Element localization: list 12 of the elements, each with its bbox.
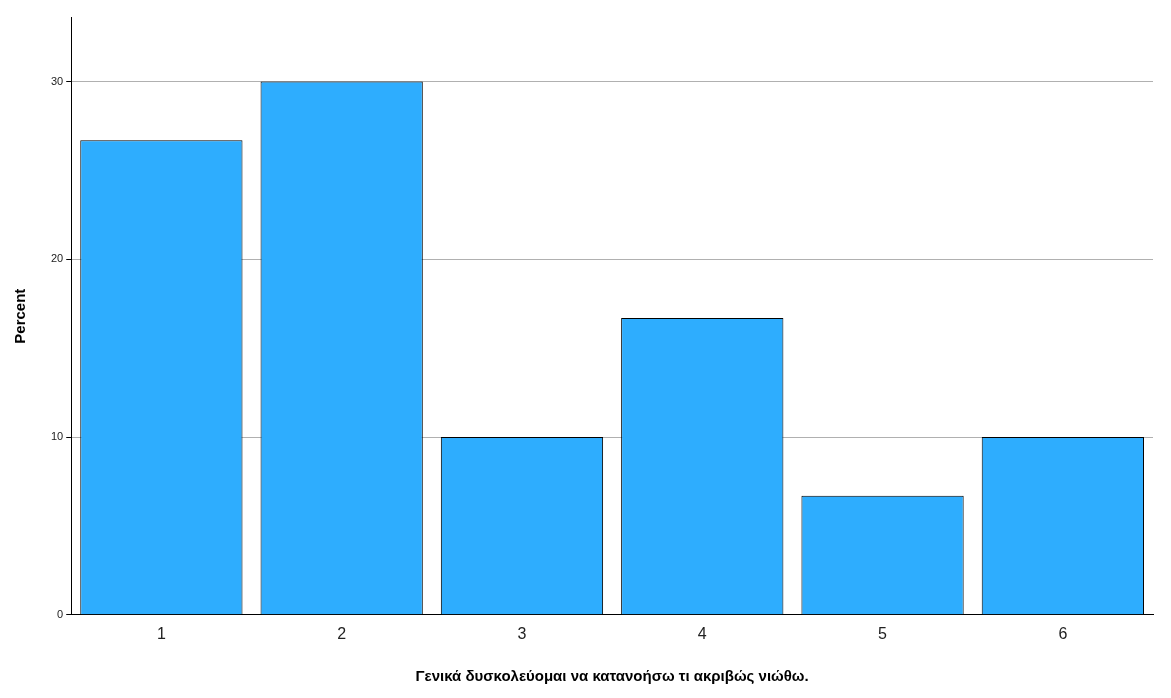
x-tick-label: 4 [697, 624, 707, 642]
y-tick-label: 30 [50, 74, 64, 87]
x-tick-label: 2 [337, 624, 347, 642]
x-tick-label: 6 [1058, 624, 1068, 642]
x-axis-title: Γενικά δυσκολεύομαι να κατανοήσω τι ακριβώς νιώθω. [415, 667, 809, 685]
y-tick-label: 20 [50, 252, 64, 265]
y-tick-label: 0 [57, 607, 64, 620]
y-axis-title: Percent [11, 288, 29, 344]
y-tick-label: 10 [50, 430, 64, 443]
x-tick-label: 3 [517, 624, 527, 642]
x-tick-label: 5 [878, 624, 888, 642]
x-tick-label: 1 [156, 624, 166, 642]
